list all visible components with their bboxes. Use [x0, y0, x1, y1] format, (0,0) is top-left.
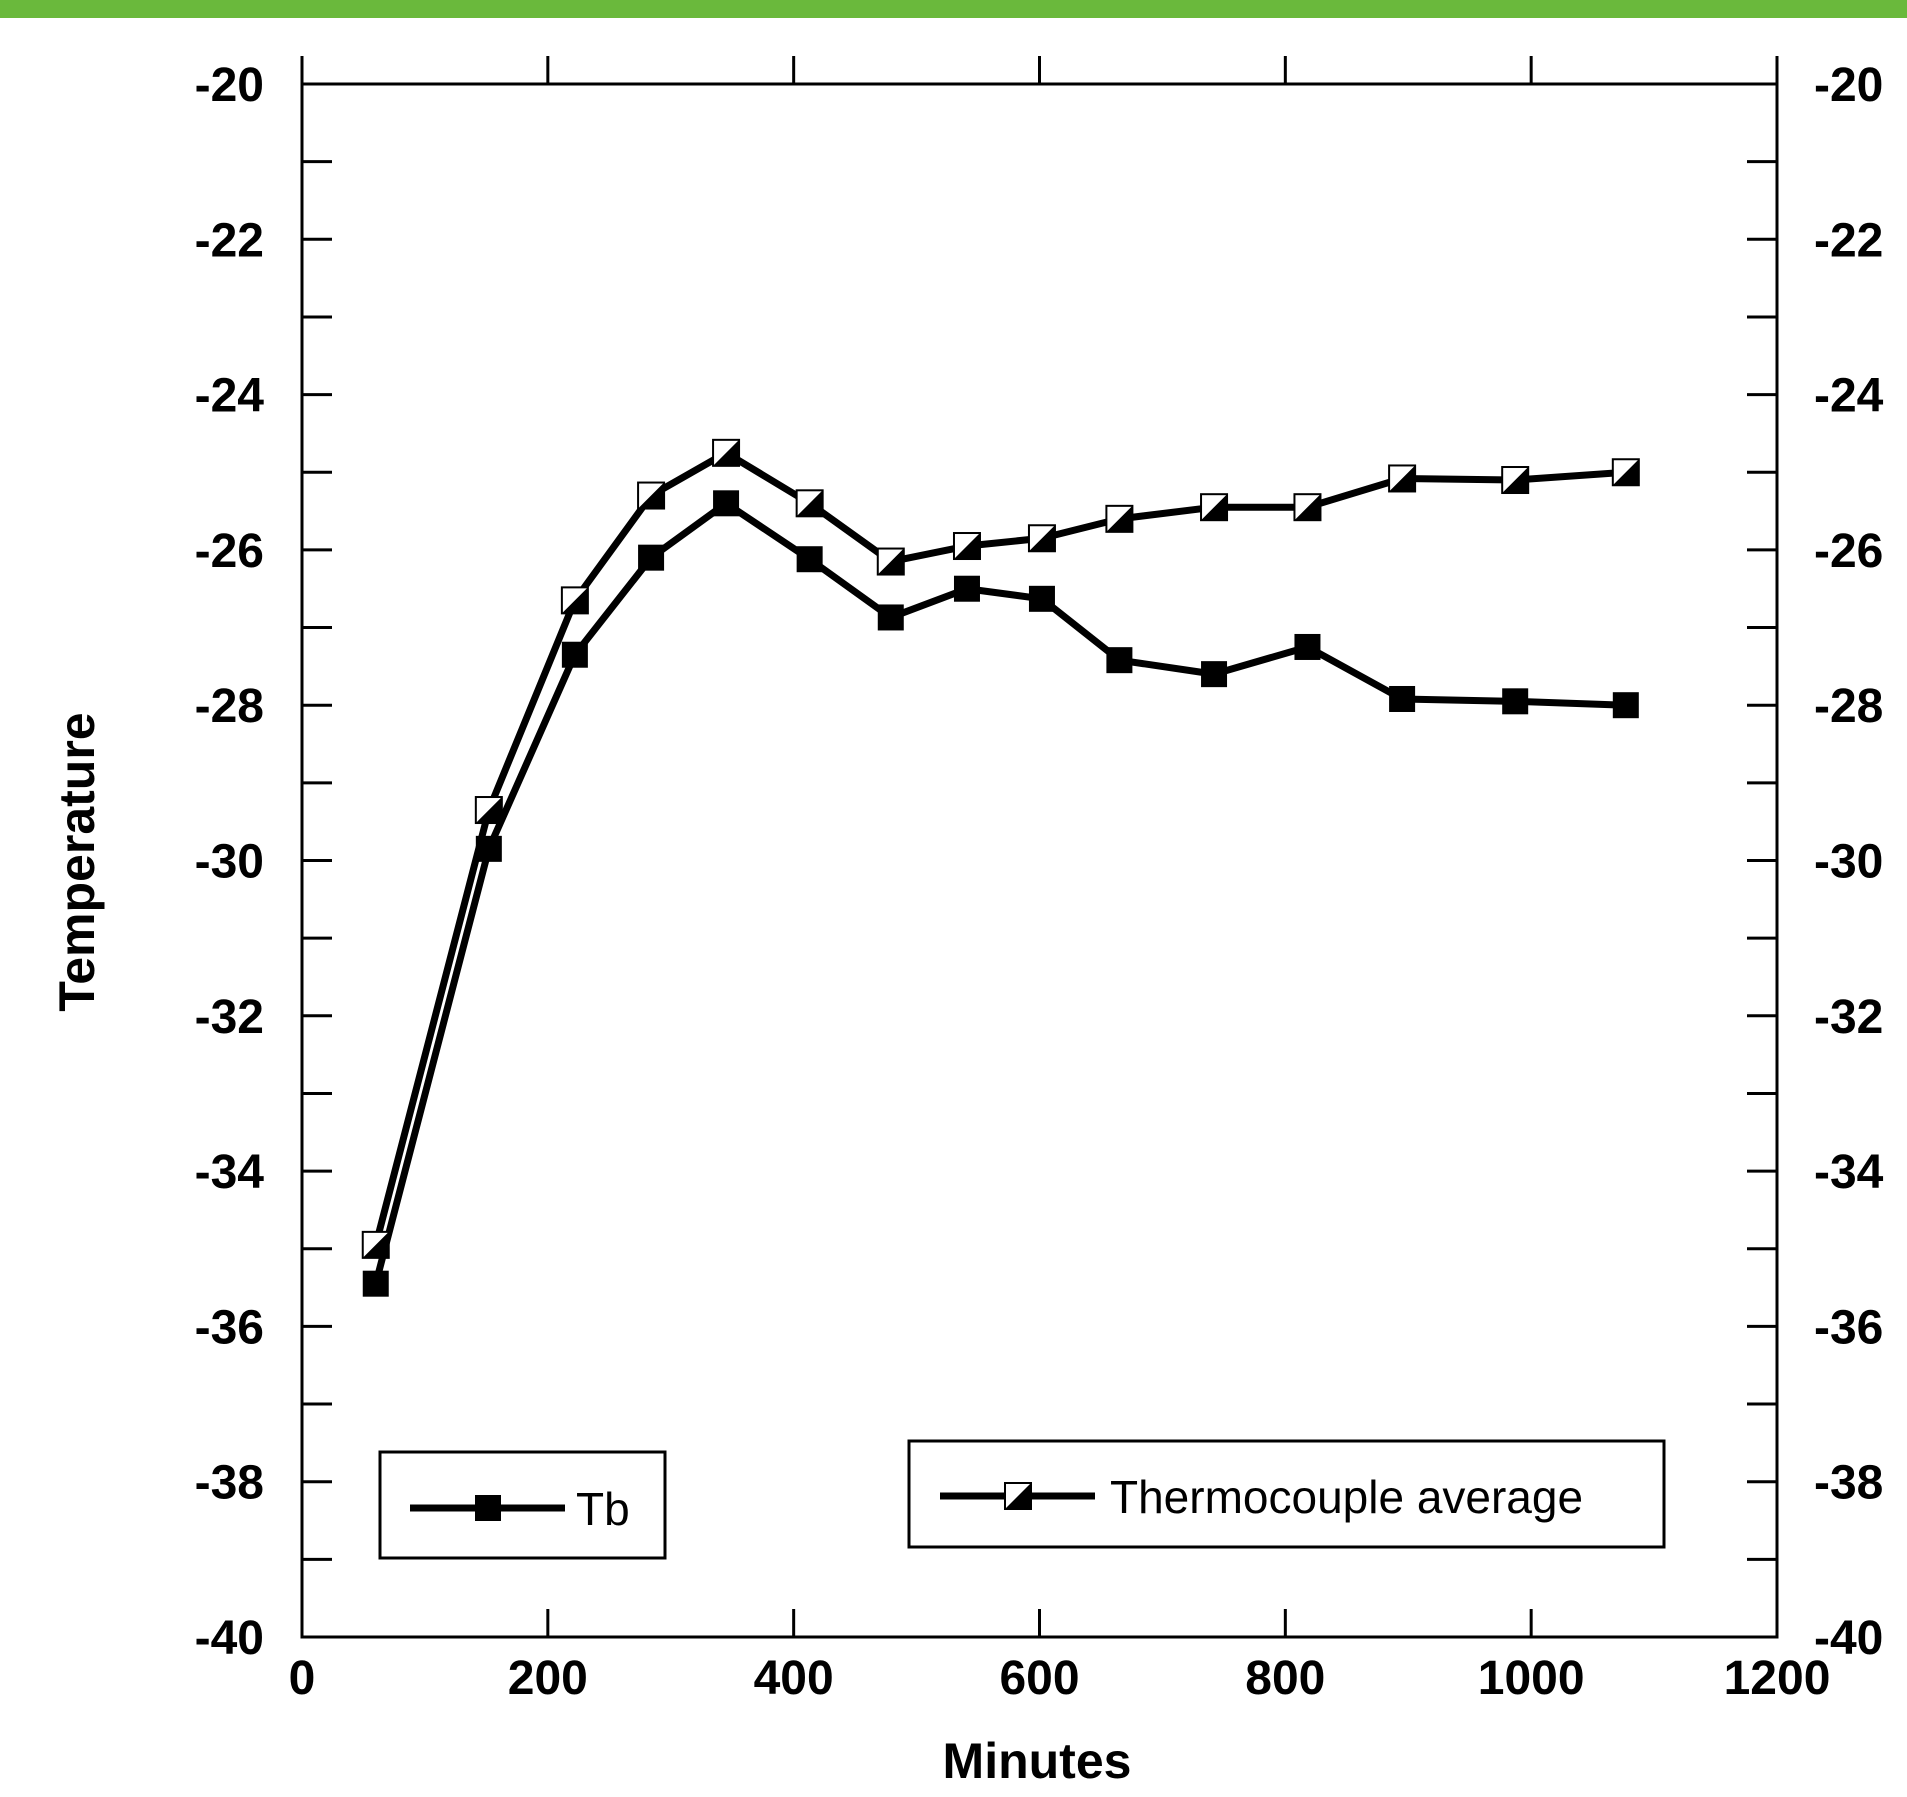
y-tick-label-right: -20	[1814, 59, 1883, 112]
x-tick-label: 800	[1245, 1652, 1325, 1705]
data-point	[1106, 647, 1133, 674]
data-point	[953, 575, 980, 602]
data-point-fill	[1294, 494, 1321, 521]
data-point	[1502, 688, 1529, 715]
data-point	[1389, 685, 1416, 712]
data-point	[1028, 585, 1055, 612]
y-tick-label-right: -30	[1814, 836, 1883, 889]
data-point	[952, 532, 981, 561]
data-point	[561, 641, 588, 668]
series-1	[361, 438, 1640, 1259]
legend-thermocouple: Thermocouple average	[907, 1439, 1666, 1549]
x-axis-title: Minutes	[943, 1733, 1132, 1789]
y-tick-label-left: -28	[195, 680, 264, 733]
y-axis-title: Temperature	[49, 712, 105, 1011]
y-tick-label-right: -32	[1814, 991, 1883, 1044]
data-point	[1612, 692, 1639, 719]
y-tick-label-left: -34	[195, 1146, 265, 1199]
data-point-fill	[1612, 459, 1639, 486]
data-point	[1201, 661, 1228, 688]
legend-tb-marker	[475, 1495, 501, 1521]
x-tick-label: 200	[508, 1652, 588, 1705]
series-layer	[361, 438, 1640, 1297]
data-point	[1294, 633, 1321, 660]
y-tick-label-left: -24	[195, 370, 265, 423]
legend-thermocouple-marker	[1004, 1482, 1032, 1510]
data-point	[474, 796, 503, 825]
y-tick-label-right: -28	[1814, 680, 1883, 733]
data-point	[712, 438, 741, 467]
data-point-fill	[362, 1231, 389, 1258]
data-point-fill	[713, 439, 740, 466]
data-point	[1293, 493, 1322, 522]
data-point	[1611, 458, 1640, 487]
data-point-fill	[1201, 494, 1228, 521]
y-tick-label-right: -26	[1814, 525, 1883, 578]
data-point-fill	[1106, 505, 1133, 532]
x-tick-label: 400	[754, 1652, 834, 1705]
axes: 0 200 400 600 800 1000 1200 -20 -20 -22 -22 -24 -24 -…	[195, 56, 1884, 1705]
data-point	[362, 1270, 389, 1297]
data-point-fill	[1028, 525, 1055, 552]
y-tick-label-left: -20	[195, 59, 264, 112]
top-accent-bar	[0, 0, 1907, 18]
legend-tb: Tb	[378, 1450, 667, 1560]
data-point	[796, 546, 823, 573]
data-point	[795, 489, 824, 518]
y-tick-label-left: -38	[195, 1457, 264, 1510]
y-tick-label-left: -30	[195, 836, 264, 889]
y-tick-label-right: -38	[1814, 1457, 1883, 1510]
data-point	[1501, 466, 1530, 495]
legend-tb-label: Tb	[576, 1483, 630, 1535]
plot-frame	[300, 82, 1779, 1639]
y-tick-label-left: -26	[195, 525, 264, 578]
data-point	[713, 490, 740, 517]
data-point	[1027, 524, 1056, 553]
data-point-fill	[475, 797, 502, 824]
data-point	[1105, 504, 1134, 533]
x-tick-label: 0	[289, 1652, 316, 1705]
data-point	[1388, 464, 1417, 493]
y-tick-label-left: -36	[195, 1301, 264, 1354]
x-tick-label: 1200	[1724, 1652, 1831, 1705]
x-tick-label: 600	[999, 1652, 1079, 1705]
y-tick-label-right: -22	[1814, 214, 1883, 267]
data-point-fill	[638, 482, 665, 509]
data-point	[560, 586, 589, 615]
y-tick-label-left: -22	[195, 214, 264, 267]
y-tick-label-right: -24	[1814, 370, 1884, 423]
x-tick-label: 1000	[1478, 1652, 1585, 1705]
series-0	[362, 490, 1639, 1297]
data-point	[637, 481, 666, 510]
data-point-fill	[953, 533, 980, 560]
data-point-fill	[561, 587, 588, 614]
data-point	[361, 1230, 390, 1259]
y-tick-label-right: -34	[1814, 1146, 1884, 1199]
y-tick-label-left: -40	[195, 1612, 264, 1665]
legend-thermocouple-label: Thermocouple average	[1110, 1471, 1583, 1523]
series-line	[372, 449, 1627, 1246]
data-point	[638, 544, 665, 571]
y-tick-label-right: -40	[1814, 1612, 1883, 1665]
data-point-fill	[877, 548, 904, 575]
data-point-fill	[1502, 467, 1529, 494]
y-tick-label-left: -32	[195, 991, 264, 1044]
data-point	[876, 547, 905, 576]
data-point-fill	[796, 490, 823, 517]
y-tick-label-right: -36	[1814, 1301, 1883, 1354]
data-point-fill	[1389, 465, 1416, 492]
data-point	[1200, 493, 1229, 522]
data-point	[877, 604, 904, 631]
